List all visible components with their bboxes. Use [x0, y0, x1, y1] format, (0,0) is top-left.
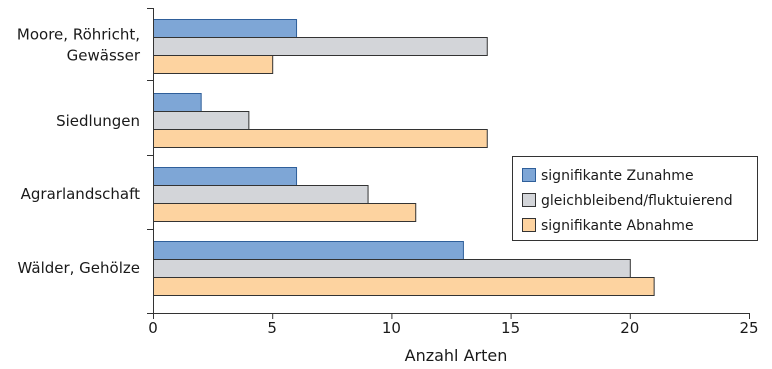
legend-label-0: signifikante Zunahme	[541, 168, 694, 184]
legend-swatch-0	[522, 168, 536, 182]
bar-2-3	[153, 277, 655, 296]
legend-box	[512, 156, 758, 241]
bar-1-2	[153, 185, 369, 204]
legend-swatch-2	[522, 218, 536, 232]
axes-group: Moore, Röhricht, Gewässer Siedlungen Agrarl…	[17, 8, 759, 365]
bar-0-0	[153, 19, 298, 38]
legend: signifikante Zunahme gleichbleibend/flukt…	[512, 156, 758, 241]
category-label-2: Agrarlandschaft	[21, 185, 140, 203]
bar-1-3	[153, 259, 631, 278]
bar-2-2	[153, 203, 417, 222]
x-tick-label-3: 15	[501, 319, 520, 337]
x-tick-label-5: 25	[739, 319, 758, 337]
bar-0-2	[153, 167, 298, 186]
bar-2-1	[153, 129, 488, 148]
legend-swatch-1	[522, 193, 536, 207]
x-tick-label-4: 20	[620, 319, 639, 337]
bar-1-1	[153, 111, 250, 130]
bar-1-0	[153, 37, 488, 56]
x-tick-label-2: 10	[382, 319, 401, 337]
x-axis-title: Anzahl Arten	[405, 346, 508, 365]
bar-0-1	[153, 93, 202, 112]
category-label-3: Wälder, Gehölze	[18, 259, 141, 277]
category-label-1: Siedlungen	[56, 112, 140, 130]
bar-2-0	[153, 55, 274, 74]
bar-0-3	[153, 241, 464, 260]
category-label-0: Moore, Röhricht, Gewässer	[17, 26, 141, 65]
legend-label-1: gleichbleibend/fluktuierend	[541, 193, 733, 209]
x-tick-label-1: 5	[267, 319, 277, 337]
x-tick-label-0: 0	[148, 319, 158, 337]
legend-label-2: signifikante Abnahme	[541, 218, 694, 234]
